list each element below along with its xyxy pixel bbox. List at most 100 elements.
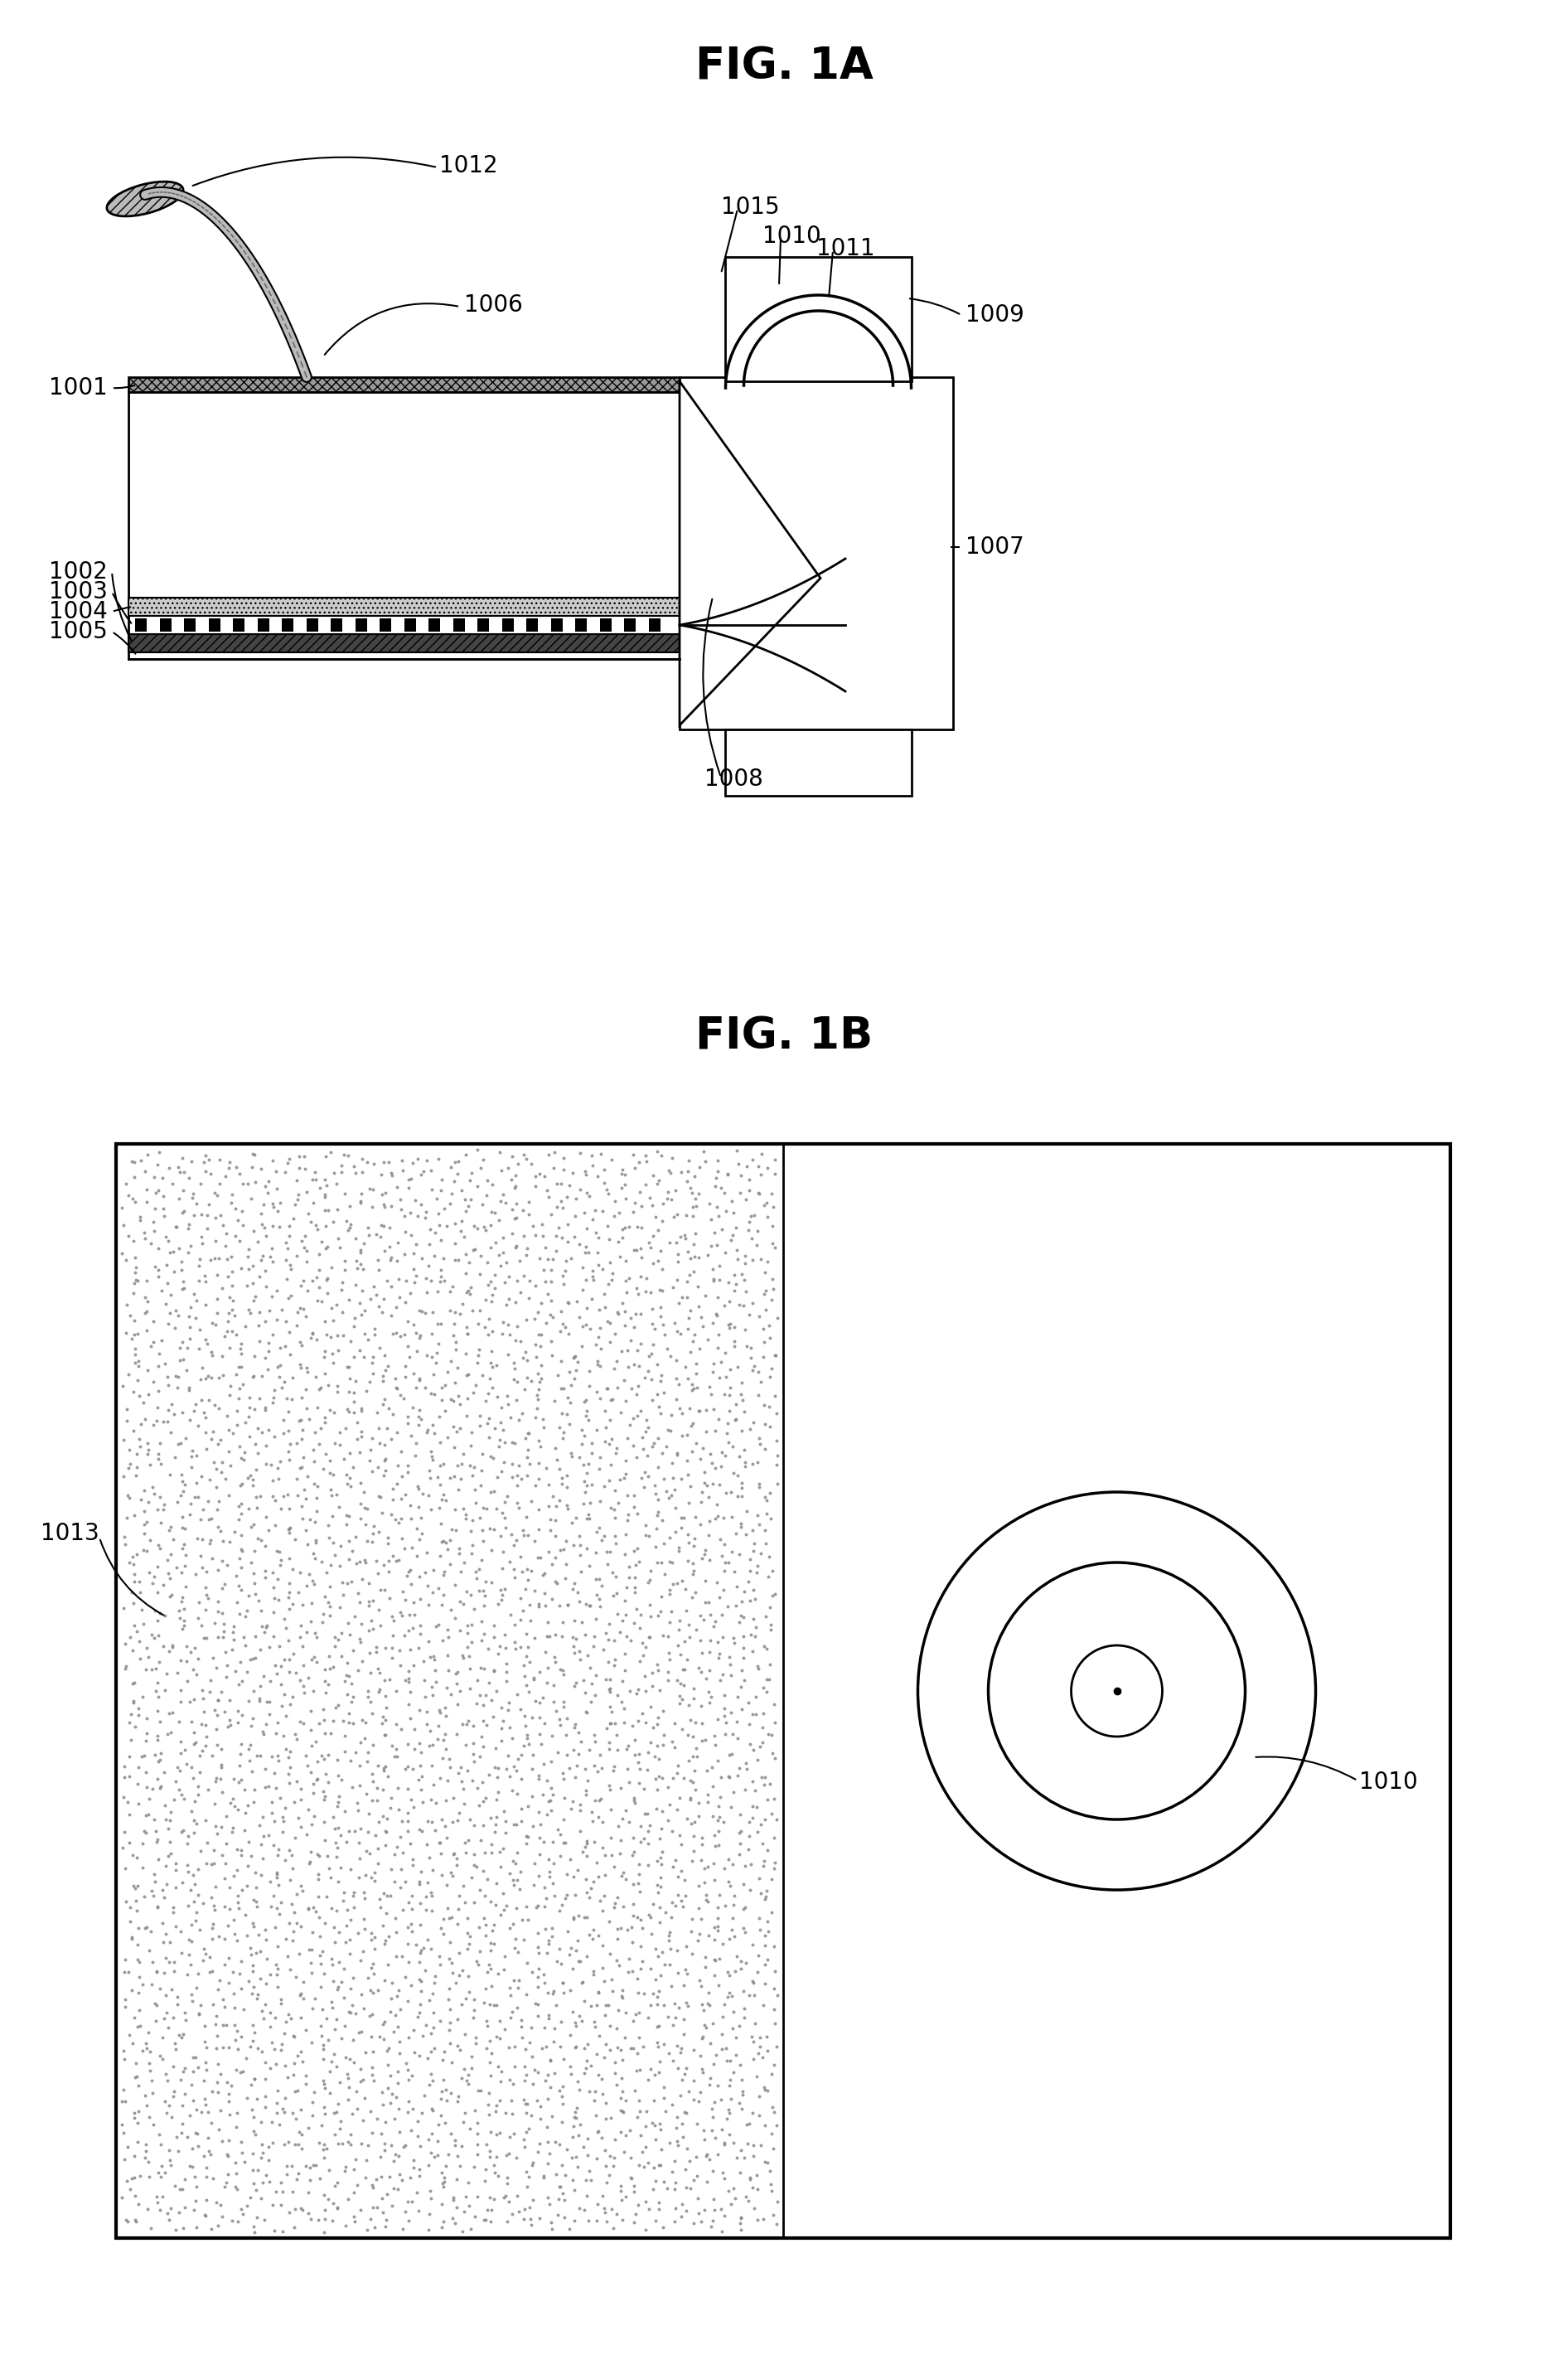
- Point: [516, 1629, 541, 1667]
- Point: [191, 1144, 216, 1182]
- Point: [536, 1997, 561, 2035]
- Point: [522, 1215, 547, 1253]
- Point: [306, 1424, 331, 1462]
- Point: [420, 2061, 445, 2099]
- Point: [312, 1780, 337, 1818]
- Point: [729, 1465, 754, 1503]
- Point: [414, 1275, 439, 1313]
- Point: [383, 1731, 408, 1769]
- Point: [428, 1465, 453, 1503]
- Point: [745, 2170, 770, 2208]
- Point: [604, 2194, 629, 2232]
- Point: [256, 1332, 281, 1370]
- Point: [378, 1242, 403, 1280]
- Point: [572, 1417, 597, 1455]
- Point: [485, 1987, 510, 2025]
- Point: [613, 1156, 638, 1194]
- Point: [337, 1902, 362, 1940]
- Point: [444, 1847, 469, 1885]
- Point: [183, 2113, 209, 2151]
- Point: [412, 1370, 437, 1408]
- Point: [419, 2115, 444, 2153]
- Point: [739, 1339, 764, 1377]
- Point: [604, 1341, 629, 1379]
- Polygon shape: [129, 377, 679, 392]
- Point: [155, 1358, 180, 1396]
- Point: [602, 1747, 627, 1785]
- Point: [453, 1500, 478, 1538]
- Point: [403, 1225, 428, 1263]
- Point: [610, 1151, 635, 1189]
- Point: [202, 1443, 227, 1481]
- Point: [426, 1488, 452, 1526]
- Point: [196, 2132, 221, 2170]
- Point: [574, 1937, 599, 1975]
- Point: [372, 1961, 397, 1999]
- Point: [317, 1391, 342, 1429]
- Point: [635, 1845, 660, 1883]
- Point: [569, 1308, 594, 1346]
- Point: [337, 1187, 362, 1225]
- Point: [356, 1583, 381, 1621]
- Point: [491, 1303, 516, 1341]
- Point: [356, 1678, 381, 1716]
- Point: [212, 1944, 237, 1982]
- Point: [742, 1963, 767, 2001]
- Point: [641, 1310, 666, 1348]
- Point: [223, 2153, 248, 2191]
- Point: [695, 1783, 720, 1821]
- Point: [470, 1899, 495, 1937]
- Point: [561, 1564, 586, 1602]
- Point: [532, 1745, 557, 1783]
- Point: [737, 1816, 762, 1854]
- Point: [742, 1346, 767, 1384]
- Point: [633, 1413, 659, 1451]
- Point: [149, 1769, 174, 1807]
- Point: [358, 1683, 383, 1721]
- Point: [121, 1683, 146, 1721]
- Point: [187, 1310, 212, 1348]
- Point: [538, 1769, 563, 1807]
- Point: [289, 1420, 314, 1458]
- Point: [525, 1928, 550, 1966]
- Point: [643, 2201, 668, 2239]
- Point: [456, 1925, 481, 1963]
- Point: [439, 1341, 464, 1379]
- Point: [191, 1394, 216, 1432]
- Point: [554, 1522, 579, 1560]
- Point: [428, 2153, 453, 2191]
- Point: [665, 1434, 690, 1472]
- Point: [760, 1733, 786, 1771]
- Point: [621, 1488, 646, 1526]
- Point: [643, 1961, 668, 1999]
- Point: [442, 1242, 467, 1280]
- Point: [328, 1588, 353, 1626]
- Point: [721, 2170, 746, 2208]
- Point: [345, 1403, 370, 1441]
- Point: [762, 1337, 787, 1375]
- Point: [216, 1377, 241, 1415]
- Point: [348, 1234, 373, 1272]
- Point: [312, 2139, 337, 2177]
- Point: [238, 2179, 263, 2217]
- Point: [373, 1747, 398, 1785]
- Point: [753, 1272, 778, 1310]
- Point: [416, 1246, 441, 1284]
- Point: [287, 1137, 312, 1175]
- Point: [295, 1194, 320, 1232]
- Point: [154, 2094, 179, 2132]
- Text: 1007: 1007: [966, 537, 1024, 558]
- Point: [111, 1954, 136, 1992]
- Point: [637, 1826, 662, 1864]
- Point: [579, 1683, 604, 1721]
- Point: [732, 1515, 757, 1553]
- Point: [343, 1545, 368, 1583]
- Point: [224, 1405, 249, 1443]
- Point: [608, 2032, 633, 2070]
- Point: [709, 2110, 734, 2148]
- Point: [193, 1619, 218, 1657]
- Point: [735, 2182, 760, 2220]
- Point: [474, 2125, 499, 2163]
- Point: [483, 1885, 508, 1923]
- Point: [397, 1553, 422, 1591]
